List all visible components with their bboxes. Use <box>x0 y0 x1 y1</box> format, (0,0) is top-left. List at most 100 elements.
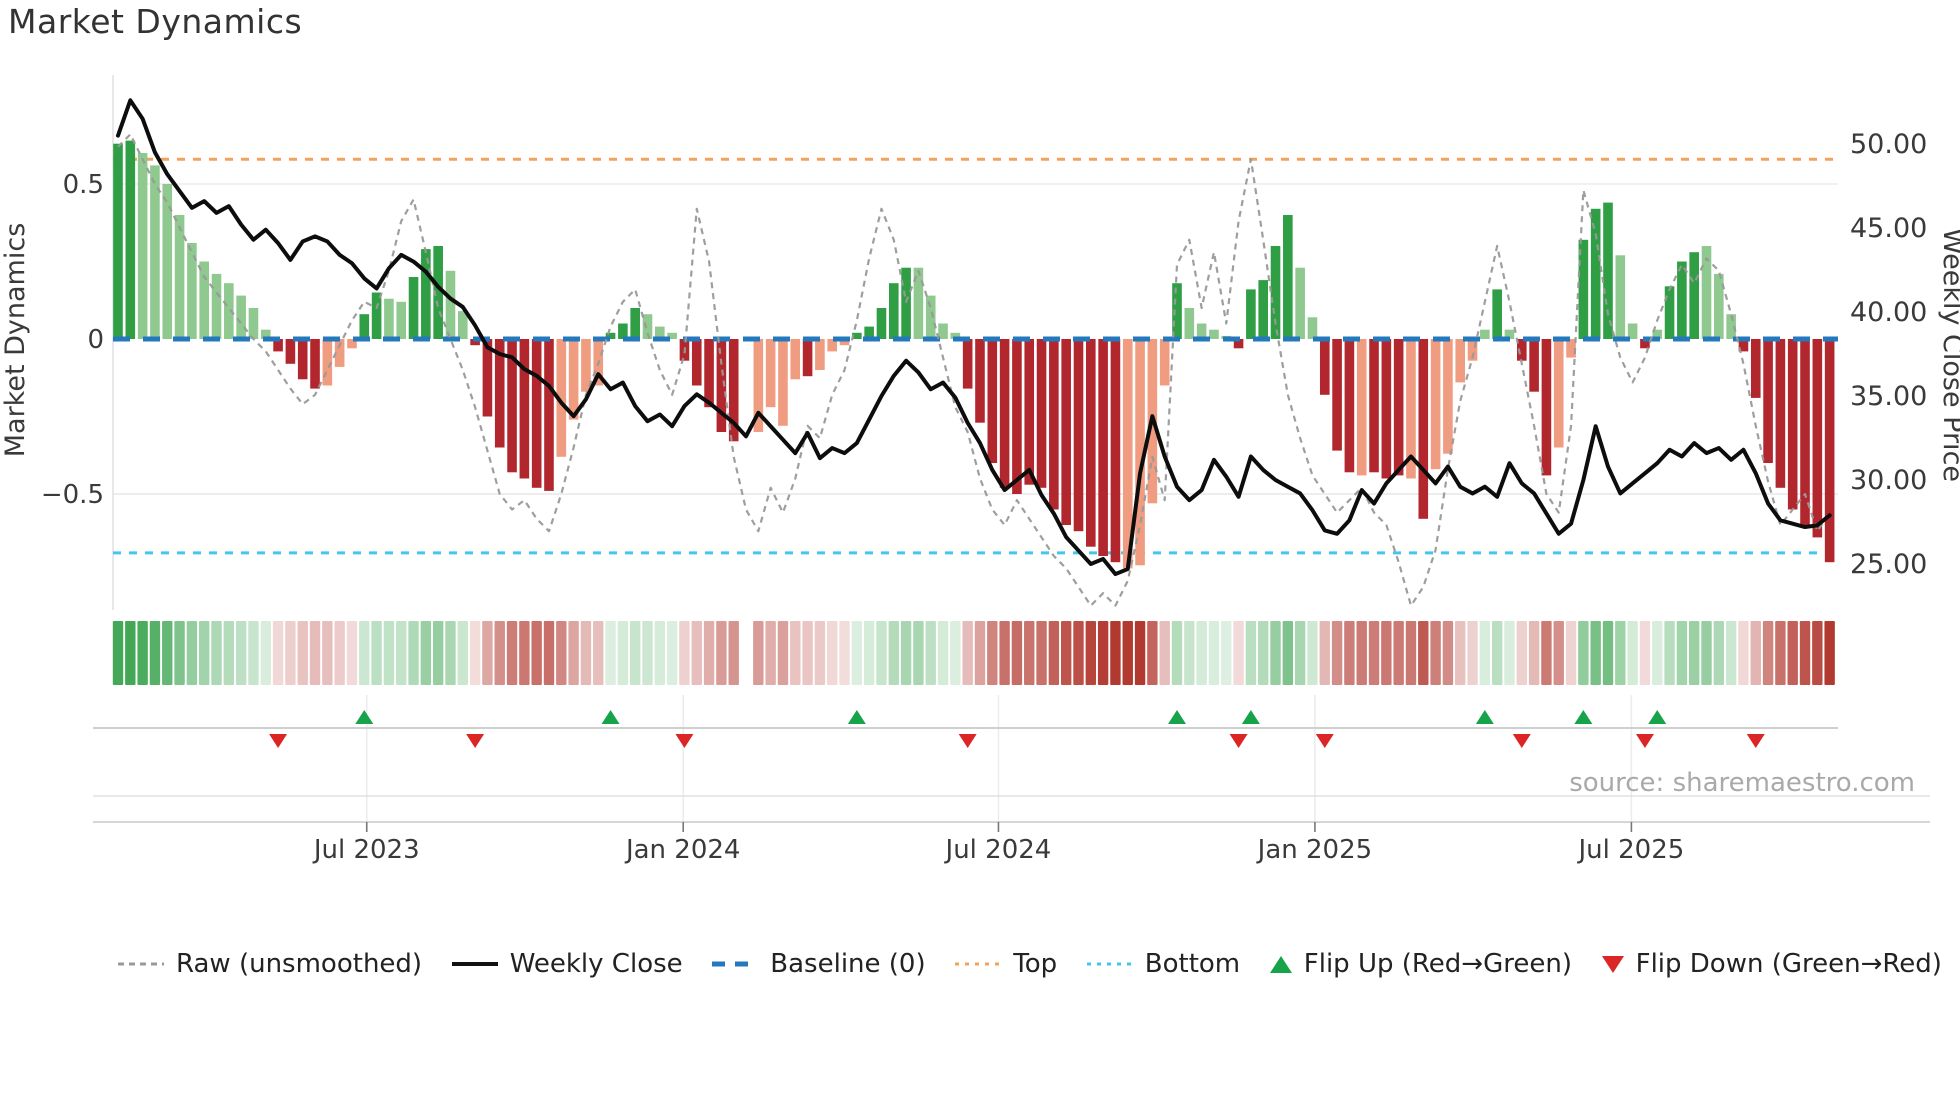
heatmap-cell <box>334 621 345 685</box>
heatmap-cell <box>913 621 924 685</box>
flip-down-marker <box>1746 734 1765 748</box>
heatmap-cell <box>211 621 222 685</box>
heatmap-cell <box>839 621 850 685</box>
heatmap-cell <box>1208 621 1220 685</box>
osc-bar <box>556 339 567 457</box>
osc-bar <box>1467 339 1478 361</box>
heatmap-cell <box>790 621 801 685</box>
heatmap-cell <box>1442 621 1454 685</box>
osc-bar <box>1689 252 1699 339</box>
heatmap-cell <box>137 621 148 685</box>
heatmap-cell <box>1590 621 1601 685</box>
flip-down-marker <box>1315 734 1334 748</box>
heatmap-cell <box>519 621 530 685</box>
heatmap-cell <box>432 621 444 685</box>
heatmap-cell <box>765 621 776 685</box>
osc-bar <box>457 311 468 339</box>
heatmap-cell <box>223 621 235 685</box>
osc-bar <box>999 339 1010 488</box>
legend-label: Flip Down (Green→Red) <box>1635 949 1942 979</box>
heatmap-cell <box>863 621 875 685</box>
heatmap-cell <box>1245 621 1257 685</box>
osc-bar <box>1332 339 1342 451</box>
heatmap-cell <box>125 621 136 685</box>
osc-bar <box>962 339 973 389</box>
raw-line-sample <box>118 962 164 966</box>
heatmap-cell <box>149 621 161 685</box>
heatmap-cell <box>408 621 419 685</box>
osc-bar <box>1369 339 1379 473</box>
osc-bar <box>150 165 160 339</box>
heatmap-cell <box>937 621 949 685</box>
osc-bar <box>1701 246 1712 339</box>
heatmap-cell <box>999 621 1010 685</box>
osc-bar <box>1356 339 1367 476</box>
heatmap-cell <box>1615 621 1626 685</box>
heatmap-cell <box>851 621 863 685</box>
legend-label: Bottom <box>1144 949 1241 979</box>
heatmap-cell <box>359 621 370 685</box>
osc-bar <box>1677 261 1687 339</box>
flip-up-marker <box>1475 710 1494 724</box>
heatmap-cell <box>272 621 284 685</box>
heatmap-cell <box>1171 621 1183 685</box>
heatmap-cell <box>1147 621 1158 685</box>
osc-bar <box>347 339 357 349</box>
osc-bar <box>852 332 862 339</box>
osc-bar <box>1283 215 1293 339</box>
osc-bar <box>888 283 899 339</box>
x-tick-label: Jul 2025 <box>1576 835 1684 865</box>
heatmap-cell <box>1812 621 1823 685</box>
osc-bar <box>433 246 443 339</box>
heatmap-cell <box>506 621 518 685</box>
heatmap-cell <box>1073 621 1084 685</box>
flip-down-marker <box>466 734 485 748</box>
osc-bar <box>1480 329 1490 339</box>
osc-bar <box>1073 339 1084 532</box>
heatmap-cell <box>186 621 198 685</box>
flip-down-marker <box>1635 734 1654 748</box>
osc-bar <box>667 332 677 339</box>
heatmap-cell <box>1270 621 1281 685</box>
weekly-close-line <box>116 98 1832 577</box>
osc-bar <box>753 339 764 432</box>
osc-bar <box>1824 339 1835 563</box>
osc-bar <box>113 143 123 339</box>
heatmap-cell <box>617 621 629 685</box>
osc-bar <box>1307 317 1318 339</box>
heatmap-cell <box>1725 621 1737 685</box>
legend-label: Raw (unsmoothed) <box>176 949 423 979</box>
heatmap-cell <box>1787 621 1798 685</box>
heatmap-cell <box>1541 621 1552 685</box>
x-tick-label: Jan 2025 <box>1256 835 1373 865</box>
x-tick-label: Jul 2024 <box>944 835 1052 865</box>
osc-bar <box>1627 323 1638 339</box>
flip-down-marker <box>269 734 288 748</box>
legend-item-top: Top <box>955 949 1057 979</box>
flip-down-marker <box>675 734 694 748</box>
heatmap-cell <box>1368 621 1380 685</box>
osc-bar <box>1258 280 1269 339</box>
heatmap-cell <box>1085 621 1097 685</box>
chart-legend: Raw (unsmoothed) Weekly Close Baseline (0)… <box>118 936 1942 992</box>
raw-line <box>117 133 1831 607</box>
osc-bar <box>950 332 961 339</box>
heatmap-cell <box>1258 621 1269 685</box>
heatmap-cell <box>593 621 604 685</box>
heatmap-cell <box>494 621 505 685</box>
left-tick-label: 0 <box>87 325 104 355</box>
heatmap-cell <box>1824 621 1835 685</box>
right-tick-label: 50.00 <box>1850 129 1927 160</box>
osc-bar <box>322 339 333 386</box>
heatmap-cell <box>1578 621 1589 685</box>
heatmap-cell <box>1430 621 1441 685</box>
heatmap-cell <box>900 621 912 685</box>
heatmap-cell <box>1060 621 1072 685</box>
heatmap-cell <box>420 621 432 685</box>
heatmap-cell <box>962 621 973 685</box>
osc-bar <box>285 339 296 364</box>
legend-item-flip-up: Flip Up (Red→Green) <box>1269 949 1572 979</box>
heatmap-cell <box>691 621 702 685</box>
osc-bar <box>1738 339 1749 352</box>
heatmap-cell <box>1750 621 1761 685</box>
